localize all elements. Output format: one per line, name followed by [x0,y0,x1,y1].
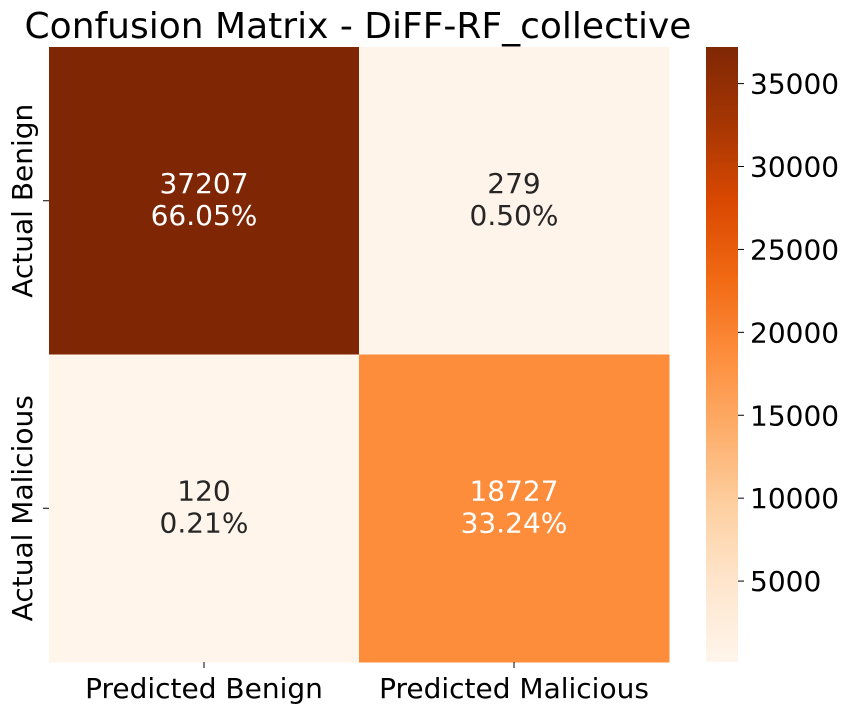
heatmap-cells [49,47,670,663]
cell-count-label: 120 [177,474,230,507]
colorbar [706,47,738,662]
colorbar-tick-label: 20000 [750,316,839,349]
chart-title: Confusion Matrix - DiFF-RF_collective [25,6,692,47]
y-tick-label: Actual Malicious [6,395,39,621]
heatmap-cell [359,47,670,355]
colorbar-tick-label: 5000 [750,565,821,598]
heatmap-cell [49,354,360,663]
x-tick-label: Predicted Benign [85,672,323,705]
colorbar-tick-label: 15000 [750,399,839,432]
cell-percent-label: 0.21% [160,506,249,539]
x-tick-label: Predicted Malicious [379,672,649,705]
cell-count-label: 279 [487,167,540,200]
colorbar-tick-label: 25000 [750,233,839,266]
colorbar-tick-label: 35000 [750,68,839,101]
cell-percent-label: 33.24% [461,506,568,539]
x-axis: Predicted Benign Predicted Malicious [85,662,649,705]
cell-count-label: 18727 [469,474,558,507]
colorbar-tick-label: 30000 [750,151,839,184]
cell-percent-label: 66.05% [151,199,258,232]
colorbar-tick-label: 10000 [750,482,839,515]
heatmap-cell [359,354,670,663]
cell-percent-label: 0.50% [470,199,559,232]
cell-count-label: 37207 [159,167,248,200]
y-tick-label: Actual Benign [6,104,39,298]
heatmap-cell [49,47,360,355]
y-axis: Actual Benign Actual Malicious [6,104,49,621]
colorbar-ticks: 5000 10000 15000 20000 25000 30000 35000 [738,68,839,598]
